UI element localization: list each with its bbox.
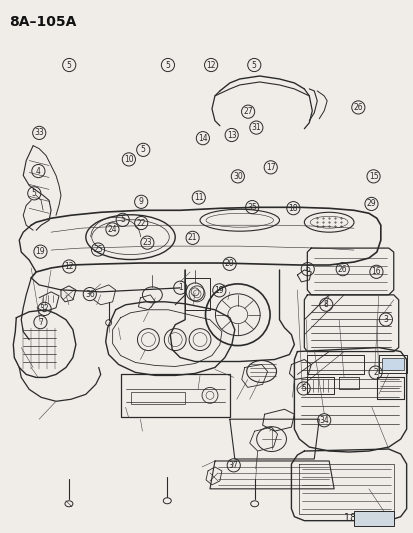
Text: 17: 17 [265,163,275,172]
Text: 1: 1 [178,283,182,292]
Text: 10: 10 [124,155,133,164]
Text: 36: 36 [85,289,95,298]
Text: 12: 12 [206,61,215,69]
Text: 37: 37 [228,461,238,470]
Text: 35: 35 [247,203,256,212]
Text: 5: 5 [120,215,125,224]
Text: 15: 15 [368,172,377,181]
Text: 34: 34 [318,416,328,425]
Text: 13: 13 [226,131,236,140]
Text: 16: 16 [371,268,380,276]
Text: 2: 2 [373,368,377,377]
Text: 32: 32 [40,304,49,313]
Text: 23: 23 [142,238,152,247]
Text: 22: 22 [136,219,146,228]
Text: 8A–105A: 8A–105A [9,15,76,29]
Bar [381,358,403,370]
Text: 14: 14 [197,134,207,143]
Text: 20: 20 [224,260,234,268]
Text: 24: 24 [107,225,117,234]
Text: 18: 18 [288,204,297,213]
Text: 5: 5 [301,384,305,393]
Text: 21: 21 [188,233,197,243]
Text: 19: 19 [36,247,45,256]
Text: 31: 31 [251,123,261,132]
Text: 27: 27 [243,107,252,116]
Text: 11: 11 [194,193,203,202]
Text: 19: 19 [214,286,223,295]
Text: 5: 5 [140,146,145,155]
Text: 5: 5 [251,61,256,69]
Text: 33: 33 [34,128,44,138]
Text: 7: 7 [38,318,43,327]
Text: 30: 30 [233,172,242,181]
Text: 5: 5 [66,61,71,69]
Text: 29: 29 [366,199,375,208]
Text: 8: 8 [323,300,328,309]
Text: 4: 4 [36,166,41,175]
Text: 6: 6 [304,265,309,273]
Text: 25: 25 [93,245,102,254]
Text: 12: 12 [64,262,74,271]
Text: 26: 26 [337,265,347,273]
Bar [353,511,393,526]
Text: 5: 5 [165,61,170,69]
Text: 3: 3 [382,315,387,324]
Bar [130,392,185,404]
Text: 26: 26 [353,103,362,112]
Text: 182  105: 182 105 [343,513,387,523]
Text: 9: 9 [138,197,143,206]
Text: 5: 5 [32,189,37,198]
